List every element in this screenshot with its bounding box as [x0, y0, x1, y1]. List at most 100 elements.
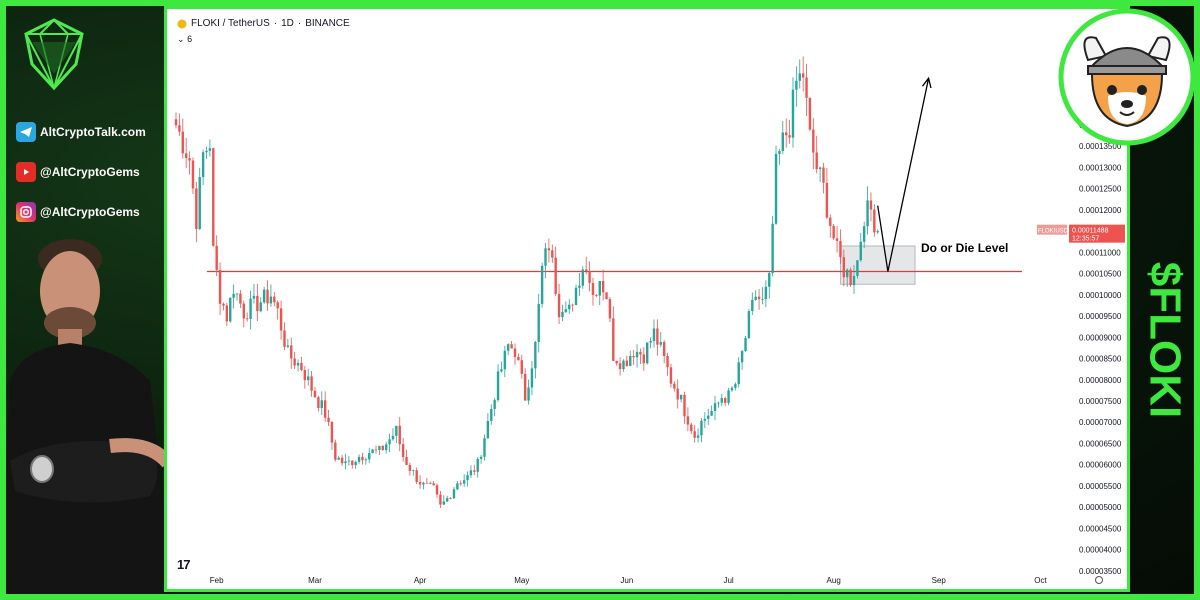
candle-body[interactable] — [313, 390, 317, 398]
candlestick-chart[interactable]: 0.00003500 0.00004000 0.00004500 0.00005000… — [167, 9, 1127, 589]
candle-body[interactable] — [730, 387, 734, 391]
candle-body[interactable] — [829, 217, 832, 226]
candle-body[interactable] — [679, 394, 683, 400]
candle-body[interactable] — [310, 376, 313, 391]
candle-body[interactable] — [747, 311, 751, 339]
candle-body[interactable] — [578, 285, 581, 288]
candle-body[interactable] — [791, 89, 795, 138]
candle-body[interactable] — [625, 360, 629, 366]
candle-body[interactable] — [286, 345, 290, 347]
chart-panel[interactable]: FLOKI / TetherUS · 1D · BINANCE ⌄ 6 0.00… — [164, 6, 1130, 592]
candle-body[interactable] — [544, 248, 547, 266]
candle-body[interactable] — [354, 461, 357, 466]
candle-body[interactable] — [690, 424, 693, 432]
candle-body[interactable] — [191, 160, 195, 189]
candle-body[interactable] — [279, 308, 283, 331]
candle-body[interactable] — [740, 351, 744, 363]
candle-body[interactable] — [866, 200, 869, 227]
candle-body[interactable] — [785, 132, 788, 136]
candle-body[interactable] — [269, 296, 273, 304]
candle-body[interactable] — [744, 338, 747, 352]
candle-body[interactable] — [307, 376, 310, 381]
candle-body[interactable] — [408, 464, 412, 472]
candle-body[interactable] — [449, 498, 452, 499]
candle-body[interactable] — [188, 158, 191, 161]
candle-body[interactable] — [846, 269, 849, 278]
candle-body[interactable] — [215, 245, 218, 270]
candle-body[interactable] — [252, 295, 256, 299]
candle-body[interactable] — [446, 498, 449, 502]
candle-body[interactable] — [486, 420, 490, 439]
candle-body[interactable] — [422, 482, 425, 485]
candle-body[interactable] — [666, 355, 669, 368]
candle-body[interactable] — [476, 458, 479, 472]
candle-body[interactable] — [320, 400, 323, 408]
candle-body[interactable] — [703, 418, 707, 421]
candle-body[interactable] — [466, 475, 469, 481]
candle-body[interactable] — [713, 403, 717, 412]
candle-body[interactable] — [205, 150, 208, 153]
candle-body[interactable] — [344, 461, 347, 464]
candle-body[interactable] — [801, 73, 805, 78]
candle-body[interactable] — [768, 273, 771, 287]
candle-body[interactable] — [673, 383, 676, 389]
candle-body[interactable] — [398, 425, 401, 445]
candle-body[interactable] — [584, 269, 588, 272]
candle-body[interactable] — [371, 449, 374, 454]
candle-body[interactable] — [564, 309, 568, 312]
candle-body[interactable] — [469, 470, 473, 476]
candle-body[interactable] — [395, 425, 398, 436]
candle-body[interactable] — [259, 302, 262, 312]
candle-body[interactable] — [235, 293, 239, 295]
candle-body[interactable] — [873, 209, 876, 233]
candle-body[interactable] — [727, 390, 730, 403]
candle-body[interactable] — [696, 435, 700, 438]
candle-body[interactable] — [815, 152, 818, 169]
candle-body[interactable] — [656, 328, 659, 345]
candle-body[interactable] — [862, 226, 866, 242]
candle-body[interactable] — [537, 303, 540, 342]
candle-body[interactable] — [693, 431, 696, 438]
candle-body[interactable] — [412, 470, 415, 472]
candle-body[interactable] — [212, 148, 215, 246]
candle-body[interactable] — [374, 449, 378, 451]
candle-body[interactable] — [493, 400, 496, 409]
candle-body[interactable] — [734, 384, 737, 388]
candle-body[interactable] — [178, 125, 181, 132]
candle-body[interactable] — [229, 297, 232, 322]
candle-body[interactable] — [459, 483, 462, 485]
candle-body[interactable] — [262, 289, 266, 303]
candle-body[interactable] — [245, 318, 249, 320]
candle-body[interactable] — [266, 289, 269, 304]
candle-body[interactable] — [700, 420, 703, 436]
candle-body[interactable] — [225, 305, 229, 322]
candle-body[interactable] — [239, 293, 242, 304]
candle-body[interactable] — [276, 302, 279, 309]
candle-body[interactable] — [429, 483, 432, 484]
candle-body[interactable] — [507, 344, 510, 351]
candle-body[interactable] — [818, 167, 822, 169]
candle-body[interactable] — [669, 367, 673, 384]
candle-body[interactable] — [334, 442, 337, 460]
candle-body[interactable] — [557, 293, 561, 318]
candle-body[interactable] — [361, 456, 364, 461]
candle-body[interactable] — [432, 483, 435, 486]
candle-body[interactable] — [632, 356, 635, 358]
candle-body[interactable] — [629, 356, 632, 366]
candle-body[interactable] — [639, 351, 642, 355]
candle-body[interactable] — [649, 341, 652, 343]
candle-body[interactable] — [473, 470, 476, 472]
candle-body[interactable] — [384, 444, 388, 451]
candle-body[interactable] — [683, 394, 686, 417]
candle-body[interactable] — [781, 132, 785, 151]
candle-body[interactable] — [256, 295, 259, 312]
candle-body[interactable] — [456, 483, 459, 490]
candle-body[interactable] — [222, 303, 225, 306]
candle-body[interactable] — [303, 370, 307, 381]
candle-body[interactable] — [317, 397, 320, 408]
settings-icon[interactable] — [1095, 576, 1103, 584]
candle-body[interactable] — [364, 459, 368, 461]
candle-body[interactable] — [808, 97, 812, 130]
candle-body[interactable] — [401, 444, 405, 458]
candle-body[interactable] — [273, 296, 276, 303]
